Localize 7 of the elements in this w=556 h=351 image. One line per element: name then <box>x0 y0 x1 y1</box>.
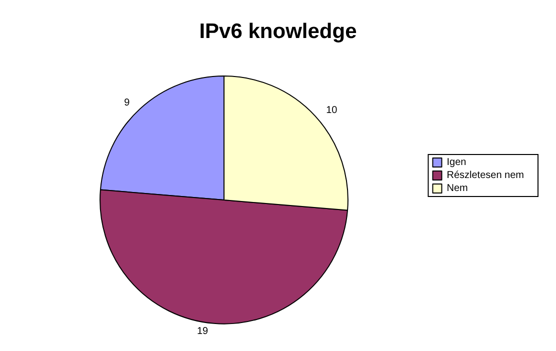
data-label: 9 <box>124 97 130 108</box>
data-label: 10 <box>326 105 338 116</box>
legend-label: Részletesen nem <box>446 170 524 181</box>
data-label: 19 <box>196 326 209 337</box>
chart-title: IPv6 knowledge <box>199 20 357 43</box>
legend-label: Nem <box>446 183 468 194</box>
legend-label: Igen <box>446 157 466 168</box>
